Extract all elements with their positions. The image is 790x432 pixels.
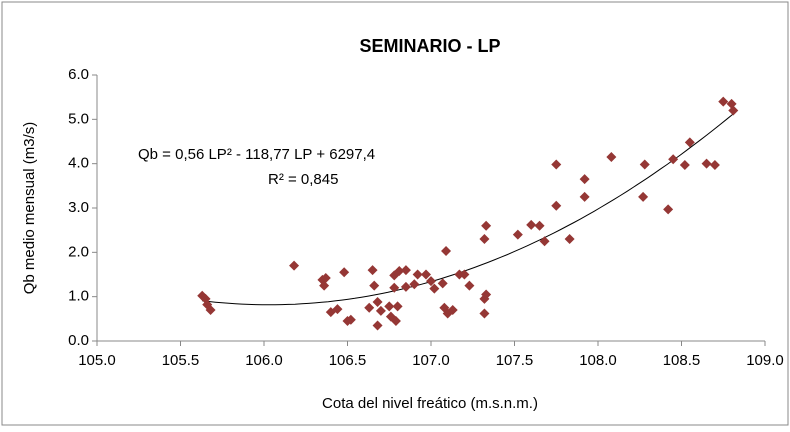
point	[289, 260, 300, 271]
point	[426, 276, 436, 287]
point	[579, 191, 590, 202]
point	[372, 296, 383, 307]
point	[420, 269, 431, 280]
x-tick-label: 107.0	[412, 352, 450, 369]
y-tick-label: 1.0	[68, 288, 89, 305]
point	[409, 279, 420, 290]
point	[400, 265, 411, 276]
y-tick-label: 3.0	[68, 199, 89, 216]
r-squared: R² = 0,845	[268, 171, 338, 188]
x-tick-label: 109.0	[746, 352, 784, 369]
point	[394, 265, 405, 276]
y-tick-label: 4.0	[68, 155, 89, 172]
point	[564, 234, 575, 245]
point	[668, 154, 679, 165]
point	[375, 305, 386, 316]
point	[481, 289, 492, 300]
x-axis-label: Cota del nivel freático (m.s.n.m.)	[322, 395, 538, 412]
point	[320, 273, 331, 284]
point	[709, 159, 720, 170]
y-tick-label: 0.0	[68, 332, 89, 349]
point	[369, 280, 380, 291]
x-tick-label: 107.5	[496, 352, 534, 369]
point	[437, 278, 448, 289]
point	[319, 280, 330, 291]
point	[539, 236, 550, 247]
point	[412, 269, 423, 280]
x-tick-label: 105.0	[78, 352, 116, 369]
point	[400, 281, 411, 292]
chart-title: SEMINARIO - LP	[359, 36, 500, 56]
x-tick-label: 106.5	[329, 352, 367, 369]
point	[606, 152, 617, 163]
point	[481, 220, 492, 231]
x-tick-label: 105.5	[162, 352, 200, 369]
y-tick-label: 6.0	[68, 66, 89, 83]
point	[551, 200, 562, 211]
point	[447, 304, 458, 315]
point	[339, 267, 350, 278]
x-tick-label: 108.0	[579, 352, 617, 369]
point	[728, 105, 739, 116]
point	[512, 229, 523, 240]
point	[479, 234, 490, 245]
point	[384, 301, 395, 312]
point	[390, 316, 401, 327]
point	[454, 269, 465, 280]
point	[684, 137, 695, 148]
y-tick-label: 2.0	[68, 243, 89, 260]
trendline	[202, 113, 734, 306]
point	[464, 280, 475, 291]
x-tick-label: 108.5	[663, 352, 701, 369]
point	[579, 174, 590, 185]
point	[479, 308, 490, 319]
y-axis-label: Qb medio mensual (m3/s)	[21, 122, 38, 295]
point	[551, 159, 562, 170]
y-tick-label: 5.0	[68, 110, 89, 127]
point	[701, 158, 712, 169]
point	[364, 302, 375, 313]
point	[345, 314, 356, 325]
point	[367, 265, 378, 276]
point	[389, 282, 400, 293]
point	[332, 304, 343, 315]
point	[526, 219, 537, 230]
point	[639, 159, 650, 170]
point	[205, 304, 216, 315]
point	[429, 283, 440, 294]
point	[638, 191, 649, 202]
point	[718, 96, 729, 107]
point	[372, 320, 383, 331]
x-tick-label: 106.0	[245, 352, 283, 369]
point	[459, 269, 470, 280]
point	[441, 246, 452, 257]
point	[679, 159, 690, 170]
point	[534, 220, 545, 231]
point	[392, 301, 403, 312]
equation: Qb = 0,56 LP² - 118,77 LP + 6297,4	[138, 146, 375, 163]
point	[663, 204, 674, 215]
